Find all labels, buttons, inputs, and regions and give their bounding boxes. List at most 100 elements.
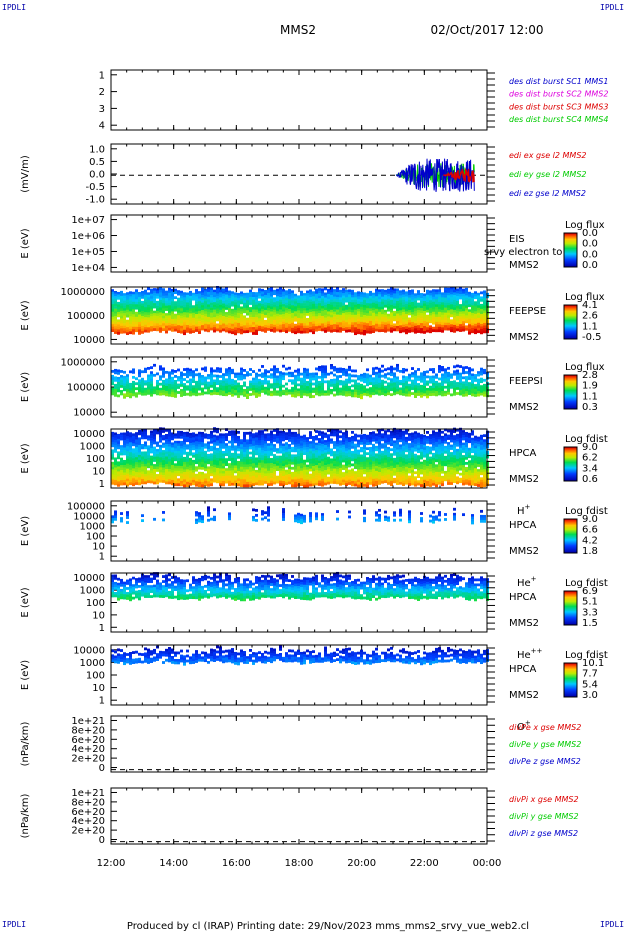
spectrogram-cell <box>441 304 444 308</box>
spectrogram-cell <box>138 324 141 328</box>
y-tick-label: 100000 <box>67 383 105 394</box>
spectrogram-cell <box>183 451 186 455</box>
spectrogram-cell <box>153 305 156 309</box>
colorbar-cell <box>564 387 577 389</box>
spectrogram-cell <box>378 299 381 303</box>
spectrogram-cell <box>246 310 249 314</box>
spectrogram-cell <box>222 323 225 327</box>
spectrogram-cell <box>480 328 483 332</box>
spectrogram-cell <box>348 304 351 308</box>
spectrogram-cell <box>255 327 258 330</box>
spectrogram-cell <box>195 296 198 300</box>
spectrogram-cell <box>246 461 249 465</box>
spectrogram-cell <box>144 431 147 435</box>
spectrogram-cell <box>228 369 231 373</box>
spectrogram-cell <box>231 301 234 305</box>
spectrogram-cell <box>417 327 420 331</box>
spectrogram-cell <box>189 328 192 332</box>
spectrogram-cell <box>261 316 264 320</box>
spectrogram-cell <box>450 321 453 325</box>
spectrogram-cell <box>156 325 159 329</box>
spectrogram-cell <box>174 394 177 398</box>
spectrogram-cell <box>267 295 270 299</box>
spectrogram-cell <box>297 315 300 319</box>
spectrogram-cell <box>189 295 192 299</box>
spectrogram-cell <box>483 292 486 296</box>
spectrogram-cell <box>366 378 369 382</box>
spectrogram-cell <box>405 296 408 300</box>
spectrogram-cell <box>114 457 117 461</box>
spectrogram-cell <box>282 473 285 477</box>
spectrogram-cell <box>213 381 216 385</box>
spectrogram-cell <box>180 303 183 307</box>
spectrogram-cell <box>330 327 333 331</box>
spectrogram-cell <box>354 312 357 316</box>
spectrogram-cell <box>423 323 426 327</box>
spectrogram-cell <box>333 299 336 302</box>
spectrogram-cell <box>255 324 258 328</box>
spectrogram-cell <box>225 304 228 308</box>
spectrogram-cell <box>429 327 432 331</box>
spectrogram-cell <box>297 388 300 392</box>
spectrogram-cell <box>357 392 360 396</box>
spectrogram-cell <box>354 317 357 321</box>
spectrogram-cell <box>267 375 270 379</box>
spectrogram-cell <box>141 305 144 309</box>
spectrogram-cell <box>147 314 150 318</box>
spectrogram-cell <box>195 461 198 465</box>
spectrogram-cell <box>231 308 234 312</box>
spectrogram-cell <box>273 307 276 311</box>
spectrogram-cell <box>423 320 426 324</box>
spectrogram-cell <box>270 438 273 441</box>
spectrogram-cell <box>234 467 237 471</box>
spectrogram-cell <box>276 382 279 386</box>
spectrogram-cell <box>192 472 195 476</box>
spectrogram-cell <box>420 389 423 393</box>
spectrogram-cell <box>441 309 444 313</box>
spectrogram-cell <box>282 433 285 437</box>
spectrogram-cell <box>147 437 150 441</box>
spectrogram-cell <box>345 312 348 316</box>
spectrogram-cell <box>468 316 471 320</box>
spectrogram-cell <box>201 302 204 306</box>
spectrogram-cell <box>426 297 429 301</box>
spectrogram-cell <box>156 290 159 294</box>
spectrogram-cell <box>189 472 192 476</box>
spectrogram-cell <box>159 467 162 471</box>
spectrogram-cell <box>246 476 249 480</box>
spectrogram-cell <box>234 437 237 441</box>
spectrogram-cell <box>123 479 126 483</box>
spectrogram-cell <box>156 379 159 383</box>
spectrogram-cell <box>462 318 465 322</box>
spectrogram-cell <box>291 330 294 334</box>
spectrogram-cell <box>240 387 243 391</box>
spectrogram-cell <box>405 293 408 297</box>
spectrogram-cell <box>282 291 285 295</box>
spectrogram-cell <box>393 328 396 332</box>
spectrogram-cell <box>192 370 195 374</box>
spectrogram-cell <box>432 296 435 300</box>
spectrogram-cell <box>138 296 141 300</box>
spectrogram-cell <box>444 385 447 389</box>
spectrogram-cell <box>210 392 213 396</box>
spectrogram-cell <box>417 330 420 333</box>
spectrogram-cell <box>408 294 411 298</box>
spectrogram-cell <box>447 389 450 393</box>
spectrogram-cell <box>453 392 456 396</box>
spectrogram-cell <box>234 314 237 318</box>
spectrogram-cell <box>291 479 294 483</box>
spectrogram-cell <box>162 450 165 453</box>
spectrogram-cell <box>387 303 390 307</box>
spectrogram-cell <box>312 308 315 312</box>
colorbar-cell <box>564 403 577 405</box>
spectrogram-cell <box>291 481 294 485</box>
colorbar-cell <box>564 315 577 317</box>
spectrogram-cell <box>276 390 279 394</box>
spectrogram-cell <box>285 305 288 309</box>
spectrogram-cell <box>243 449 246 453</box>
spectrogram-cell <box>183 322 186 326</box>
spectrogram-cell <box>231 381 234 385</box>
spectrogram-cell <box>471 327 474 331</box>
spectrogram-cell <box>210 483 213 487</box>
spectrogram-cell <box>300 310 303 314</box>
